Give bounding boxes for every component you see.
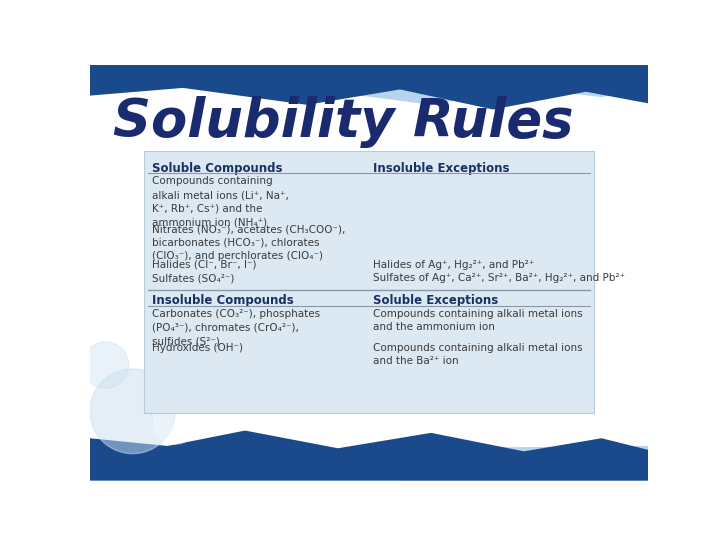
Text: Compounds containing alkali metal ions
and the Ba²⁺ ion: Compounds containing alkali metal ions a… bbox=[373, 343, 582, 366]
Text: Hydroxides (OH⁻): Hydroxides (OH⁻) bbox=[152, 343, 243, 353]
Text: Sulfates (SO₄²⁻): Sulfates (SO₄²⁻) bbox=[152, 273, 235, 284]
Text: Halides (Cl⁻, Br⁻, I⁻): Halides (Cl⁻, Br⁻, I⁻) bbox=[152, 260, 256, 269]
Text: Soluble Exceptions: Soluble Exceptions bbox=[373, 294, 498, 307]
Text: Solubility Rules: Solubility Rules bbox=[113, 96, 574, 147]
Polygon shape bbox=[90, 430, 648, 481]
Text: Compounds containing alkali metal ions
and the ammonium ion: Compounds containing alkali metal ions a… bbox=[373, 309, 582, 333]
Text: Nitrates (NO₃⁻), acetates (CH₃COO⁻),
bicarbonates (HCO₃⁻), chlorates
(ClO₃⁻), an: Nitrates (NO₃⁻), acetates (CH₃COO⁻), bic… bbox=[152, 224, 346, 261]
Circle shape bbox=[153, 401, 197, 444]
Text: Insoluble Compounds: Insoluble Compounds bbox=[152, 294, 294, 307]
Polygon shape bbox=[90, 65, 648, 110]
Polygon shape bbox=[90, 65, 648, 84]
Text: Carbonates (CO₃²⁻), phosphates
(PO₄³⁻), chromates (CrO₄²⁻),
sulfides (S²⁻): Carbonates (CO₃²⁻), phosphates (PO₄³⁻), … bbox=[152, 309, 320, 346]
Text: Halides of Ag⁺, Hg₂²⁺, and Pb²⁺: Halides of Ag⁺, Hg₂²⁺, and Pb²⁺ bbox=[373, 260, 534, 269]
FancyBboxPatch shape bbox=[144, 151, 594, 413]
Polygon shape bbox=[400, 446, 648, 481]
Text: Insoluble Exceptions: Insoluble Exceptions bbox=[373, 162, 509, 175]
Text: Soluble Compounds: Soluble Compounds bbox=[152, 162, 282, 175]
Text: Compounds containing
alkali metal ions (Li⁺, Na⁺,
K⁺, Rb⁺, Cs⁺) and the
ammonium: Compounds containing alkali metal ions (… bbox=[152, 177, 289, 227]
Circle shape bbox=[82, 342, 129, 388]
Polygon shape bbox=[90, 450, 648, 481]
Text: Sulfates of Ag⁺, Ca²⁺, Sr²⁺, Ba²⁺, Hg₂²⁺, and Pb²⁺: Sulfates of Ag⁺, Ca²⁺, Sr²⁺, Ba²⁺, Hg₂²⁺… bbox=[373, 273, 625, 284]
Circle shape bbox=[90, 369, 175, 454]
Polygon shape bbox=[338, 65, 648, 105]
